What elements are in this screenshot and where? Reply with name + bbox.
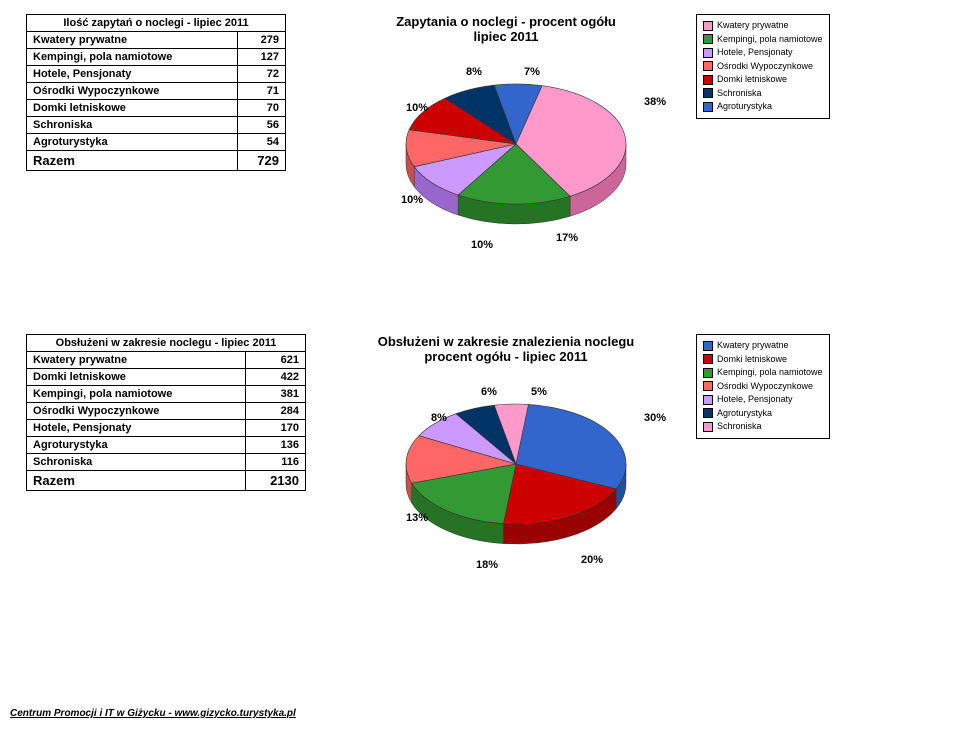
table-row-value: 56 [237,117,285,134]
table1-title: Ilość zapytań o noclegi - lipiec 2011 [27,15,286,32]
legend-item: Schroniska [703,87,823,101]
legend-chart1: Kwatery prywatneKempingi, pola namiotowe… [696,14,830,119]
legend-item: Hotele, Pensjonaty [703,46,823,60]
pie-slice-label: 38% [644,96,666,108]
table-row-value: 284 [245,403,305,420]
pie-chart-obsluzeni [326,364,686,584]
pie-slice-label: 10% [401,194,423,206]
chart1-title: Zapytania o noclegi - procent ogółu lipi… [326,14,686,44]
legend-item: Kwatery prywatne [703,339,823,353]
table-row-label: Schroniska [27,117,238,134]
pie-slice-label: 30% [644,412,666,424]
table-row-value: 116 [245,454,305,471]
legend-item: Agroturystyka [703,100,823,114]
table-row-label: Hotele, Pensjonaty [27,66,238,83]
legend-item: Ośrodki Wypoczynkowe [703,60,823,74]
table-row-value: 70 [237,100,285,117]
legend-item: Ośrodki Wypoczynkowe [703,380,823,394]
table-row-value: 381 [245,386,305,403]
table-row-label: Ośrodki Wypoczynkowe [27,83,238,100]
table-zapytania: Ilość zapytań o noclegi - lipiec 2011 Kw… [26,14,286,171]
table-row-label: Schroniska [27,454,246,471]
table-row-label: Kwatery prywatne [27,32,238,49]
legend-chart2: Kwatery prywatneDomki letniskoweKempingi… [696,334,830,439]
pie-slice-label: 10% [471,239,493,251]
pie-slice-label: 17% [556,232,578,244]
table-row-label: Kwatery prywatne [27,352,246,369]
pie-slice-label: 20% [581,554,603,566]
table2-sum-value: 2130 [245,471,305,491]
legend-item: Hotele, Pensjonaty [703,393,823,407]
table-row-label: Hotele, Pensjonaty [27,420,246,437]
table-row-value: 279 [237,32,285,49]
table-row-label: Agroturystyka [27,437,246,454]
pie-slice-label: 10% [406,102,428,114]
pie-slice-label: 8% [431,412,447,424]
table1-sum-value: 729 [237,151,285,171]
footer-text: Centrum Promocji i IT w Giżycku - www.gi… [10,708,296,719]
table-row-label: Agroturystyka [27,134,238,151]
chart2-title: Obsłużeni w zakresie znalezienia noclegu… [326,334,686,364]
table2-title: Obsłużeni w zakresie noclegu - lipiec 20… [27,335,306,352]
pie-slice-label: 18% [476,559,498,571]
table-row-value: 621 [245,352,305,369]
legend-item: Schroniska [703,420,823,434]
legend-item: Domki letniskowe [703,73,823,87]
legend-item: Kempingi, pola namiotowe [703,33,823,47]
table-row-label: Kempingi, pola namiotowe [27,49,238,66]
table-obsluzeni: Obsłużeni w zakresie noclegu - lipiec 20… [26,334,306,491]
table-row-value: 136 [245,437,305,454]
table-row-label: Kempingi, pola namiotowe [27,386,246,403]
legend-item: Kempingi, pola namiotowe [703,366,823,380]
table1-sum-label: Razem [27,151,238,171]
table2-sum-label: Razem [27,471,246,491]
pie-slice-label: 5% [531,386,547,398]
table-row-label: Domki letniskowe [27,100,238,117]
pie-slice-label: 7% [524,66,540,78]
table-row-value: 170 [245,420,305,437]
pie-slice-label: 8% [466,66,482,78]
pie-chart-zapytania [326,44,686,264]
legend-item: Kwatery prywatne [703,19,823,33]
table-row-value: 72 [237,66,285,83]
table-row-value: 71 [237,83,285,100]
table-row-label: Domki letniskowe [27,369,246,386]
legend-item: Domki letniskowe [703,353,823,367]
table-row-label: Ośrodki Wypoczynkowe [27,403,246,420]
legend-item: Agroturystyka [703,407,823,421]
table-row-value: 54 [237,134,285,151]
table-row-value: 422 [245,369,305,386]
pie-slice-label: 13% [406,512,428,524]
pie-slice-label: 6% [481,386,497,398]
table-row-value: 127 [237,49,285,66]
